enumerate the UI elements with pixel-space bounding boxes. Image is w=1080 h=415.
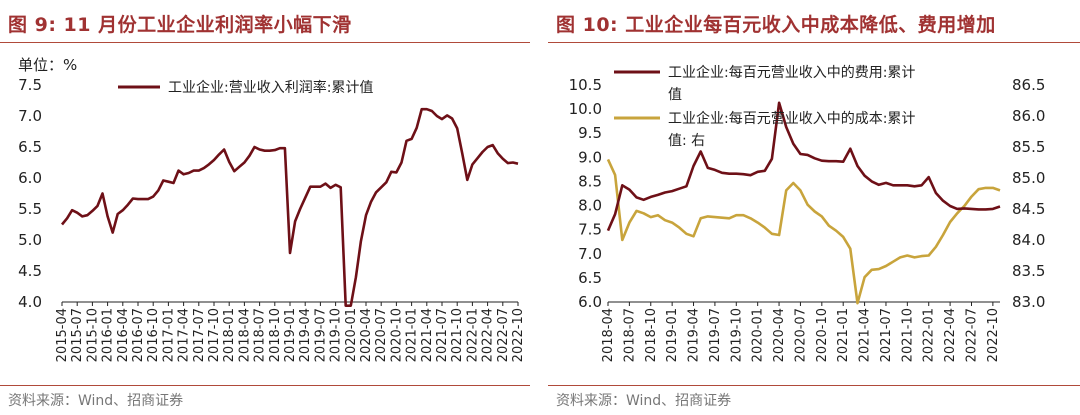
left-xtick-label: 2021-01 [405, 308, 420, 362]
right-chart-right-ytick-label: 85.5 [1012, 138, 1045, 156]
left-chart-title: 图 9: 11 月份工业企业利润率小幅下滑 [8, 14, 352, 36]
right-xtick-label: 2022-01 [922, 308, 937, 362]
left-title-rule [0, 42, 530, 43]
left-xtick-label: 2022-01 [465, 308, 480, 362]
right-chart: 6.0 6.5 7.0 7.5 8.0 8.5 9.0 9.5 10.0 10.5 83.0 83.5… [569, 64, 1046, 362]
right-xtick-label: 2022-07 [964, 308, 979, 362]
right-xtick-label: 2019-10 [729, 308, 744, 362]
right-chart-left-ytick-label: 9.5 [578, 124, 602, 142]
left-ytick-label: 5.5 [18, 200, 42, 218]
right-chart-right-ytick-label: 84.5 [1012, 200, 1045, 218]
left-source: 资料来源：Wind、招商证券 [8, 393, 184, 409]
left-xtick-label: 2018-10 [268, 308, 283, 362]
right-chart-left-ytick-label: 6.5 [578, 269, 602, 287]
left-xtick-label: 2017-07 [192, 308, 207, 362]
right-xtick-label: 2018-07 [622, 308, 637, 362]
right-xtick-label: 2021-01 [836, 308, 851, 362]
right-chart-title: 图 10: 工业企业每百元收入中成本降低、费用增加 [556, 14, 996, 36]
right-xtick-label: 2021-04 [858, 308, 873, 362]
left-xtick-label: 2020-07 [374, 308, 389, 362]
left-xtick-label: 2016-04 [116, 308, 131, 362]
left-xtick-label: 2022-07 [496, 308, 511, 362]
right-title-rule [548, 42, 1080, 43]
left-xtick-label: 2021-04 [420, 308, 435, 362]
legend-cost-line1: 工业企业:每百元营业收入中的成本:累计 [668, 110, 915, 127]
left-xtick-label: 2018-01 [222, 308, 237, 362]
right-legend: 工业企业:每百元营业收入中的费用:累计 值 工业企业:每百元营业收入中的成本:累… [614, 64, 915, 149]
right-xtick-label: 2022-10 [986, 308, 1001, 362]
right-xtick-label: 2020-10 [815, 308, 830, 362]
left-xtick-label: 2017-01 [161, 308, 176, 362]
left-ytick-label: 5.0 [18, 231, 42, 249]
legend-profit-margin: 工业企业:营业收入利润率:累计值 [168, 79, 373, 96]
left-xtick-label: 2021-10 [450, 308, 465, 362]
left-source-rule [0, 385, 530, 386]
right-panel: 图 10: 工业企业每百元收入中成本降低、费用增加 6.0 6.5 7.0 7.5 8.… [548, 0, 1080, 415]
left-xtick-label: 2021-07 [435, 308, 450, 362]
legend-expense-line1: 工业企业:每百元营业收入中的费用:累计 [668, 64, 915, 81]
right-xtick-label: 2020-07 [793, 308, 808, 362]
left-legend: 工业企业:营业收入利润率:累计值 [118, 79, 373, 96]
right-chart-left-ytick-label: 10.0 [569, 100, 602, 118]
left-xtick-label: 2017-04 [177, 308, 192, 362]
series-line-cost [606, 158, 1001, 305]
right-xtick-label: 2019-01 [665, 308, 680, 362]
left-xtick-label: 2017-10 [207, 308, 222, 362]
right-chart-left-ytick-label: 7.5 [578, 221, 602, 239]
left-xtick-label: 2018-07 [253, 308, 268, 362]
left-ytick-label: 7.0 [18, 107, 42, 125]
left-xtick-label: 2020-04 [359, 308, 374, 362]
left-ytick-label: 4.0 [18, 293, 42, 311]
right-xtick-label: 2021-07 [879, 308, 894, 362]
unit-label: 单位：% [18, 56, 77, 74]
right-chart-right-ytick-label: 83.0 [1012, 293, 1045, 311]
left-xtick-label: 2015-07 [70, 308, 85, 362]
right-chart-left-ytick-label: 7.0 [578, 245, 602, 263]
series-line-expense [606, 101, 1001, 232]
left-xtick-label: 2019-07 [313, 308, 328, 362]
right-chart-left-ytick-label: 8.0 [578, 197, 602, 215]
left-ytick-label: 4.5 [18, 262, 42, 280]
left-ytick-label: 6.5 [18, 138, 42, 156]
right-xtick-label: 2018-10 [644, 308, 659, 362]
left-xtick-label: 2020-10 [389, 308, 404, 362]
series-line-profit-margin [60, 107, 519, 308]
left-panel: 图 9: 11 月份工业企业利润率小幅下滑 单位：% 4.0 4.5 5.0 5.5 6… [0, 0, 530, 415]
left-xtick-label: 2016-01 [101, 308, 116, 362]
right-chart-right-ytick-label: 84.0 [1012, 231, 1045, 249]
right-chart-left-ytick-label: 6.0 [578, 293, 602, 311]
right-xtick-label: 2021-10 [900, 308, 915, 362]
legend-expense-line2: 值 [668, 87, 682, 103]
left-xtick-label: 2020-01 [344, 308, 359, 362]
left-ytick-label: 6.0 [18, 169, 42, 187]
right-chart-left-ytick-label: 10.5 [569, 76, 602, 94]
left-xtick-label: 2019-10 [329, 308, 344, 362]
right-xtick-label: 2022-04 [943, 308, 958, 362]
right-chart-left-ytick-label: 8.5 [578, 172, 602, 190]
left-xtick-label: 2022-10 [511, 308, 526, 362]
left-xtick-label: 2019-01 [283, 308, 298, 362]
right-xtick-label: 2019-07 [708, 308, 723, 362]
right-chart-right-ytick-label: 83.5 [1012, 262, 1045, 280]
right-chart-left-ytick-label: 9.0 [578, 148, 602, 166]
right-source: 资料来源：Wind、招商证券 [556, 393, 732, 409]
right-xtick-label: 2018-04 [601, 308, 616, 362]
left-xtick-label: 2018-04 [237, 308, 252, 362]
left-xtick-label: 2019-04 [298, 308, 313, 362]
right-xtick-label: 2020-01 [751, 308, 766, 362]
right-xtick-label: 2019-04 [687, 308, 702, 362]
right-xtick-label: 2020-04 [772, 308, 787, 362]
left-xtick-label: 2015-10 [85, 308, 100, 362]
left-ytick-label: 7.5 [18, 76, 42, 94]
left-xtick-label: 2016-10 [146, 308, 161, 362]
right-chart-right-ytick-label: 86.0 [1012, 107, 1045, 125]
right-source-rule [548, 385, 1080, 386]
right-chart-right-ytick-label: 86.5 [1012, 76, 1045, 94]
legend-cost-line2: 值: 右 [668, 133, 705, 149]
left-xtick-label: 2015-04 [55, 308, 70, 362]
left-xtick-label: 2022-04 [481, 308, 496, 362]
right-chart-right-ytick-label: 85.0 [1012, 169, 1045, 187]
left-xtick-label: 2016-07 [131, 308, 146, 362]
